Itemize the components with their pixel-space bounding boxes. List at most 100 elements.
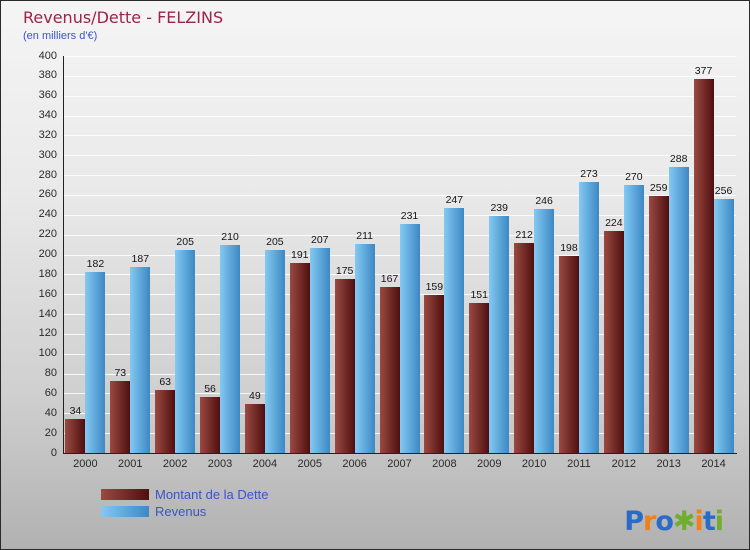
bar-value-label: 211 [356,229,373,242]
bar-value-label: 247 [445,193,464,206]
bar-value-label: 205 [266,235,284,248]
y-axis-tick-label: 240 [38,208,57,221]
x-axis-tick-label: 2014 [701,458,726,470]
bar-value-label: 207 [311,233,329,246]
gridline [63,135,736,136]
y-axis-tick-label: 260 [38,188,57,201]
legend-label: Revenus [155,504,207,519]
logo-letter: o [655,506,674,537]
gridline [63,76,736,77]
y-axis-tick-label: 200 [38,248,57,260]
revenus-bar [85,272,106,453]
gridline [63,195,736,196]
bar-value-label: 224 [605,216,623,229]
logo-letter: t [702,506,716,537]
x-axis-tick-label: 2000 [73,458,98,470]
dette-bar [289,263,310,453]
bar-value-label: 273 [580,168,598,181]
y-axis-tick-label: 220 [38,228,57,241]
logo-letter: r [643,506,656,537]
bar-value-label: 73 [114,366,127,379]
revenus-bar [130,267,151,453]
x-axis-tick-label: 2011 [567,458,591,470]
bar-value-label: 198 [560,242,578,255]
bar-value-label: 63 [159,376,171,389]
dette-bar [379,287,400,453]
bar-value-label: 288 [669,153,688,166]
gridline [63,155,736,156]
gridline [63,56,736,57]
revenus-bar [175,249,196,453]
x-axis-tick-label: 2001 [118,458,143,470]
bar-value-label: 246 [535,194,553,207]
dette-bar [155,390,176,453]
y-axis-tick-label: 180 [38,267,57,280]
chart-title: Revenus/Dette - FELZINS [23,8,224,27]
proxiti-logo: Pro✱iti [624,506,724,537]
bar-value-label: 49 [249,390,261,403]
x-axis-tick-label: 2013 [656,458,681,470]
legend-swatch [101,489,149,500]
logo-letter: i [714,506,724,537]
bar-value-label: 159 [425,281,444,294]
chart-subtitle: (en milliers d'€) [23,30,98,42]
y-axis-line [63,56,64,454]
y-axis-tick-label: 40 [44,406,57,419]
revenus-bar [264,249,285,453]
revenus-bar [309,247,330,453]
revenus-bar [578,182,599,453]
x-axis-line [63,453,737,454]
x-axis-tick-label: 2006 [342,458,367,470]
x-axis-tick-label: 2010 [521,458,547,470]
revenus-bar [668,167,689,453]
logo-letter: ✱ [672,506,696,537]
dette-bar [514,242,535,453]
bar-value-label: 239 [490,201,508,214]
bar-value-label: 187 [131,253,150,266]
revenus-bar [444,207,465,453]
y-axis-tick-label: 160 [38,287,57,300]
legend-item: Montant de la Dette [101,487,268,502]
dette-bar [603,230,624,453]
y-axis-tick-label: 300 [38,148,57,161]
x-axis-tick-label: 2012 [611,458,637,470]
legend-swatch [101,506,149,517]
y-axis-tick-label: 280 [38,168,57,181]
x-axis-tick-label: 2002 [162,458,188,470]
gridline [63,175,736,176]
legend-label: Montant de la Dette [155,487,269,502]
bar-value-label: 56 [204,383,216,396]
y-axis-tick-label: 320 [38,128,57,141]
y-axis-tick-label: 0 [50,446,57,459]
revenus-bar [713,198,734,453]
dette-bar [648,195,669,453]
bar-value-label: 256 [714,184,733,197]
x-axis-tick-label: 2008 [432,458,457,470]
y-axis-tick-label: 340 [38,109,57,122]
dette-bar [200,397,221,453]
bar-value-label: 167 [380,273,399,286]
y-axis-tick-label: 380 [38,69,57,82]
dette-bar [693,78,714,453]
bar-value-label: 212 [515,228,533,241]
bar-value-label: 270 [625,171,643,184]
y-axis-tick-label: 360 [38,89,57,102]
revenus-bar [399,223,420,453]
x-axis-tick-label: 2009 [476,458,502,470]
legend-item: Revenus [101,504,206,519]
revenus-bar [623,185,644,453]
y-axis-tick-label: 400 [38,49,57,62]
dette-bar [65,419,86,453]
dette-bar [424,295,445,453]
gridline [63,96,736,97]
y-axis-tick-label: 100 [38,347,57,360]
y-axis-tick-label: 60 [44,386,57,399]
logo-letter: i [694,506,704,537]
x-axis-tick-label: 2003 [207,458,233,470]
y-axis-tick-label: 120 [38,327,57,340]
bar-value-label: 210 [221,230,239,243]
gridline [63,215,736,216]
revenus-bar [489,215,510,453]
